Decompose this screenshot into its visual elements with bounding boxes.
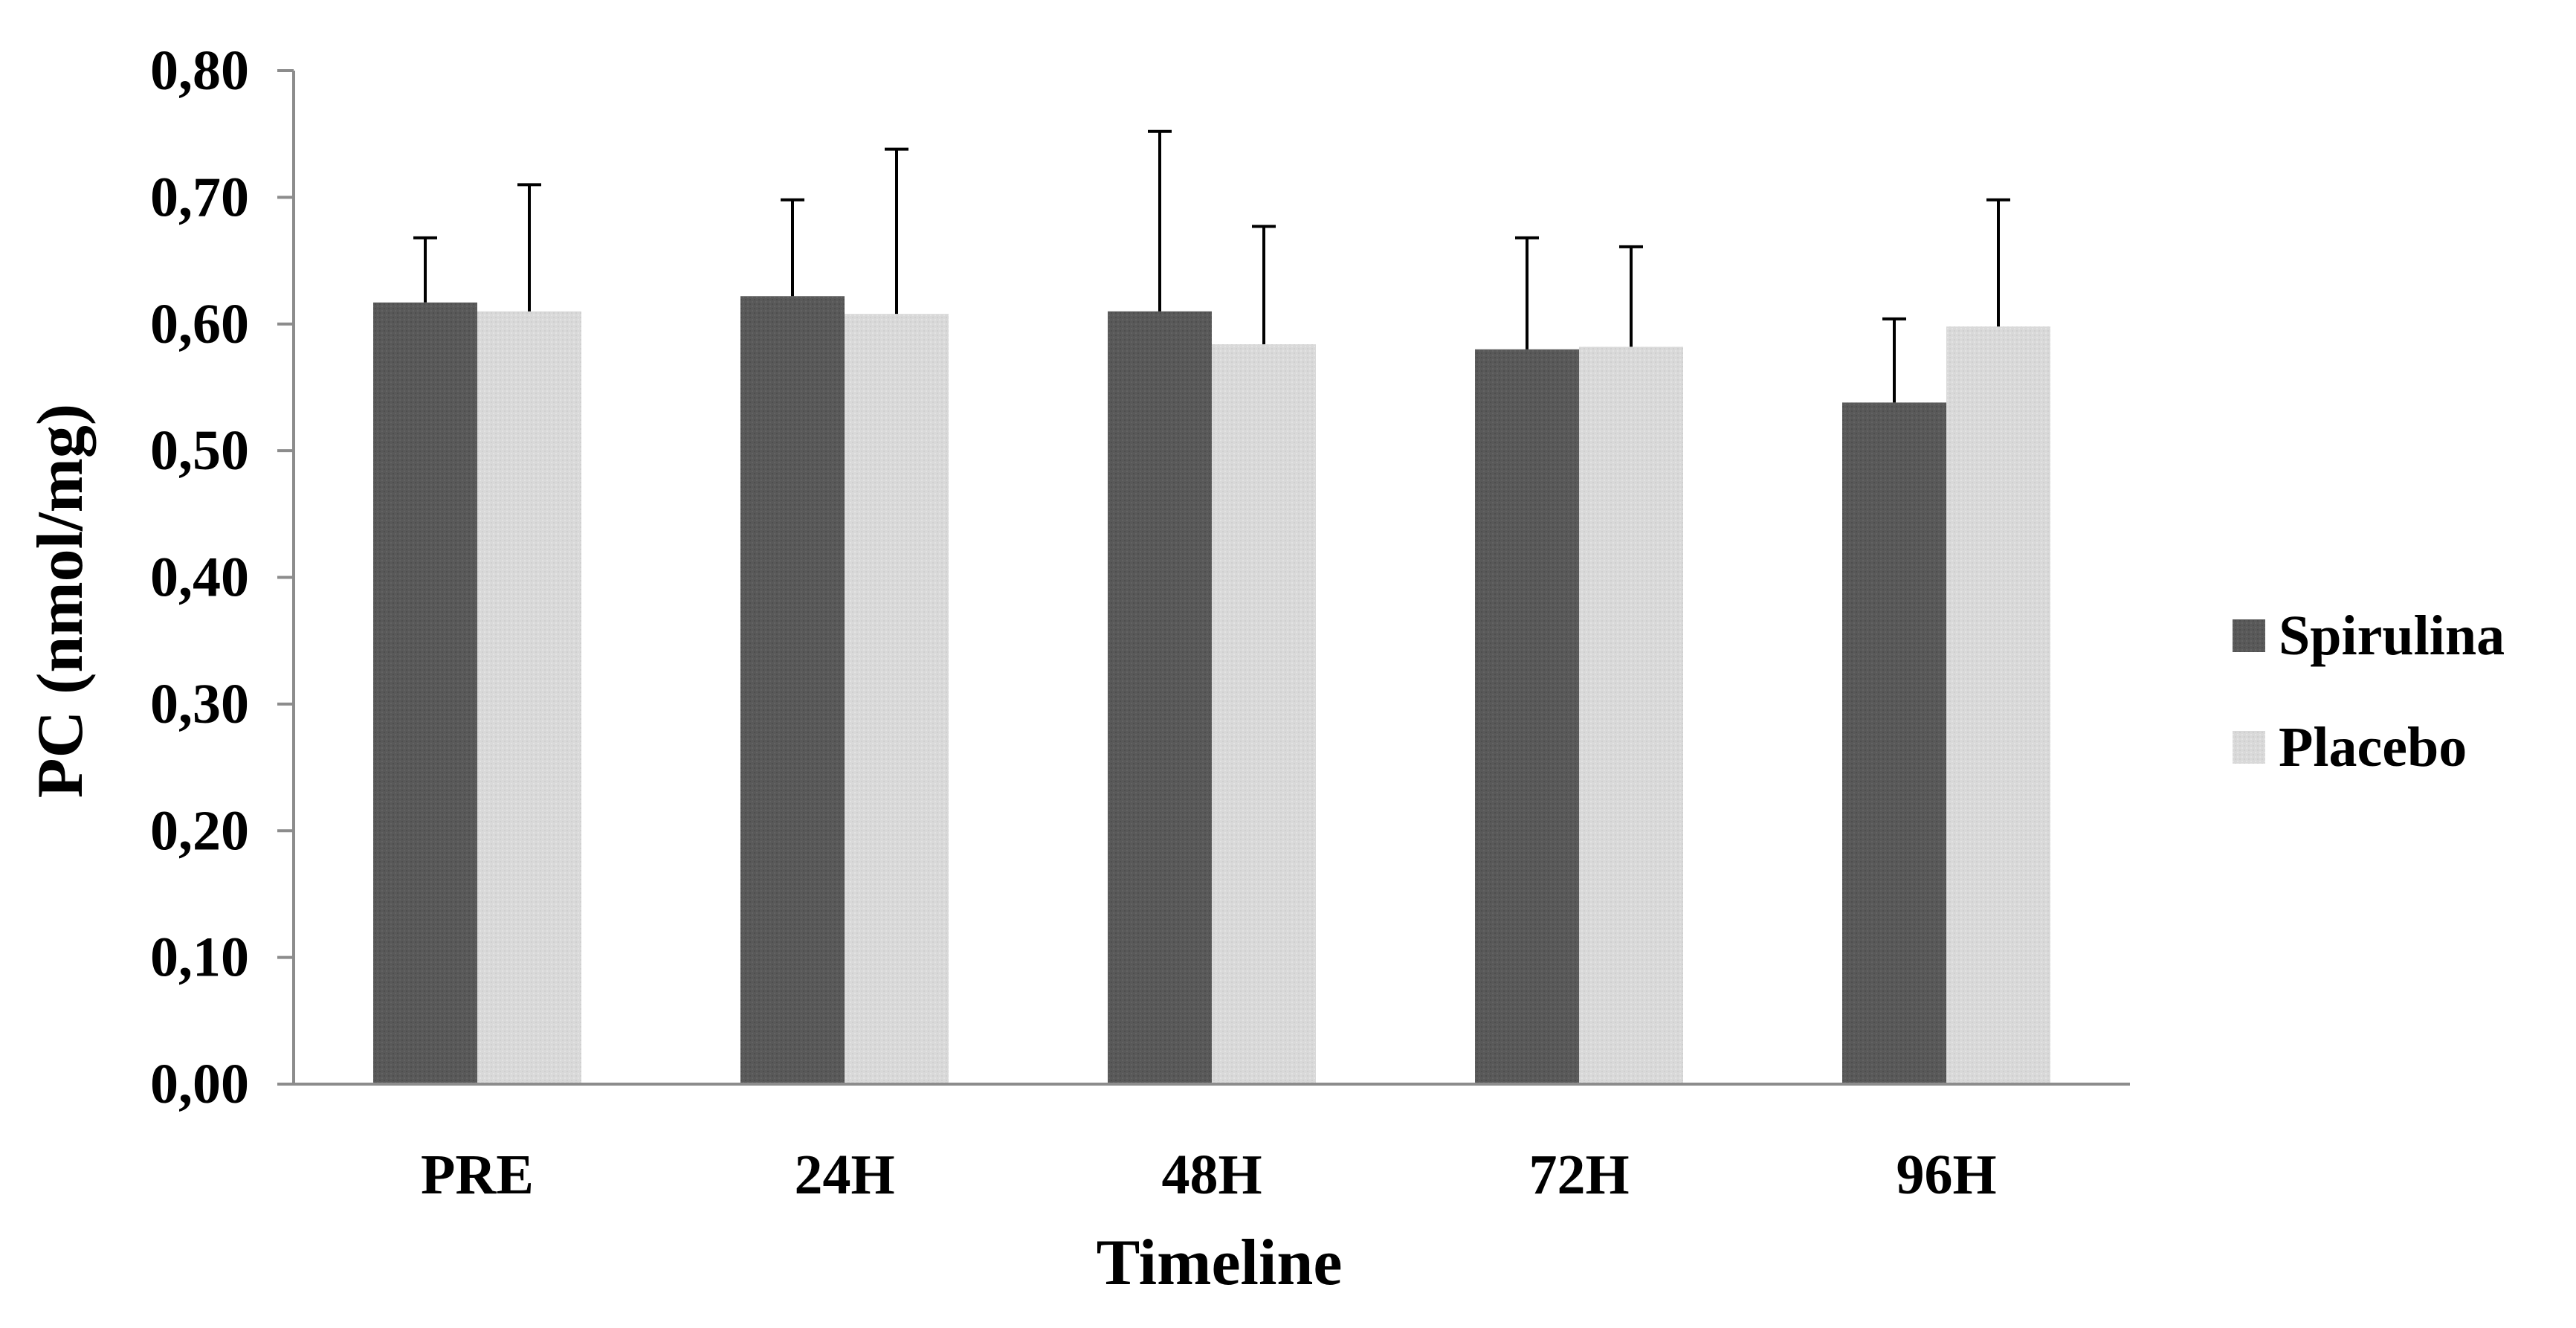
y-tick-label: 0,30 bbox=[150, 673, 249, 735]
bar-spirulina-72h bbox=[1475, 349, 1579, 1084]
y-tick-label: 0,80 bbox=[150, 39, 249, 102]
error-bars-layer bbox=[413, 129, 2010, 403]
bar-placebo-96h bbox=[1946, 326, 2050, 1085]
bar-placebo-24h bbox=[845, 314, 949, 1084]
legend-swatch-placebo bbox=[2233, 731, 2265, 764]
y-tick-label: 0,10 bbox=[150, 926, 249, 989]
bar-spirulina-96h bbox=[1842, 402, 1946, 1084]
legend-label-placebo: Placebo bbox=[2279, 716, 2467, 779]
legend-label-spirulina: Spirulina bbox=[2279, 605, 2505, 667]
x-tick-label-96h: 96H bbox=[1896, 1144, 1996, 1206]
y-tick-label: 0,60 bbox=[150, 293, 249, 355]
x-tick-label-pre: PRE bbox=[421, 1144, 534, 1206]
y-tick-label: 0,50 bbox=[150, 419, 249, 482]
bars-layer bbox=[373, 296, 2050, 1085]
bar-placebo-72h bbox=[1579, 346, 1683, 1085]
y-axis-title: PC (nmol/mg) bbox=[25, 404, 97, 798]
axes-layer bbox=[277, 69, 2130, 1086]
bar-spirulina-48h bbox=[1108, 311, 1212, 1084]
y-tick-label: 0,70 bbox=[150, 166, 249, 228]
y-tick-label: 0,00 bbox=[150, 1053, 249, 1115]
y-tick-label: 0,20 bbox=[150, 799, 249, 862]
bar-spirulina-pre bbox=[373, 302, 477, 1084]
legend-swatch-spirulina bbox=[2233, 619, 2265, 652]
x-axis-title: Timeline bbox=[1097, 1227, 1343, 1299]
bar-spirulina-24h bbox=[740, 296, 845, 1085]
legend: Spirulina Placebo bbox=[2233, 605, 2505, 779]
x-tick-label-24h: 24H bbox=[794, 1144, 894, 1206]
x-tick-label-72h: 72H bbox=[1529, 1144, 1629, 1206]
labels-layer: PC (nmol/mg) Timeline PRE 24H 48H 72H 96H 0,0… bbox=[25, 39, 1996, 1299]
y-tick-label: 0,40 bbox=[150, 547, 249, 609]
bar-placebo-pre bbox=[477, 311, 581, 1084]
bar-placebo-48h bbox=[1212, 344, 1316, 1084]
x-tick-label-48h: 48H bbox=[1161, 1144, 1262, 1206]
